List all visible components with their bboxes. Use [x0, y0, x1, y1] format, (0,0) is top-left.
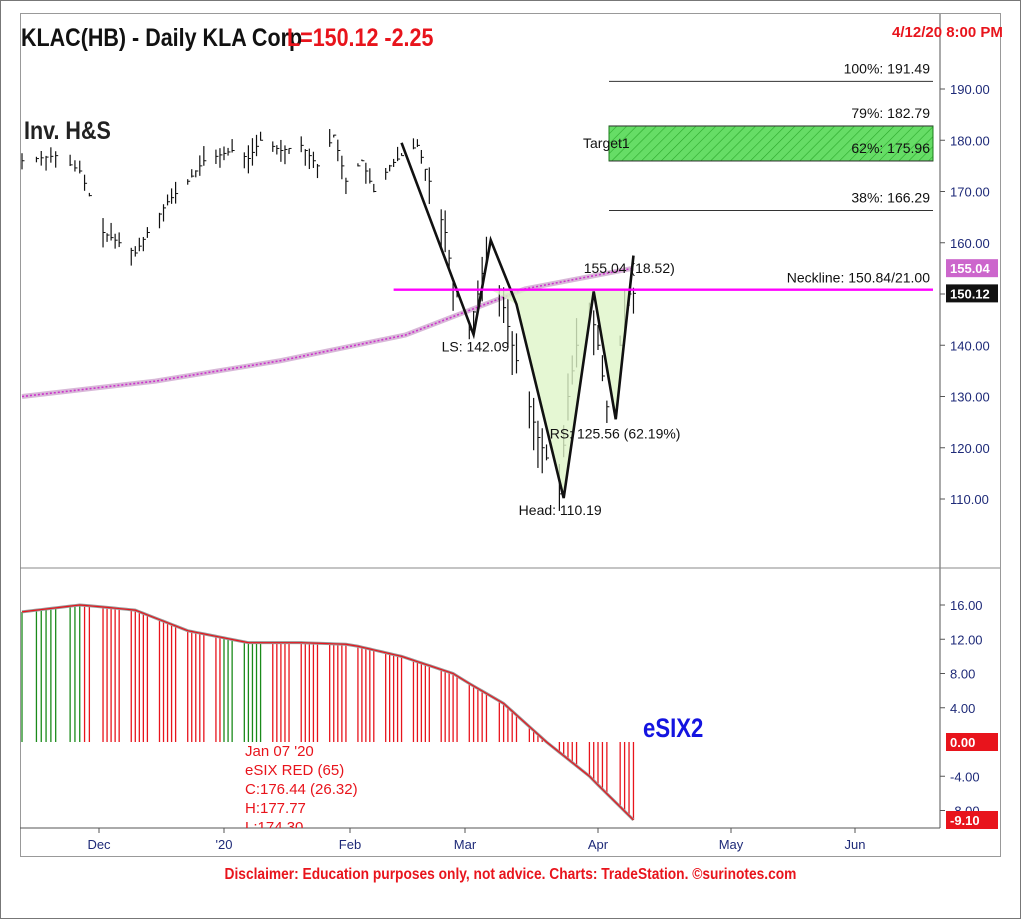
y-tick-label: 190.00: [950, 82, 990, 97]
neckline-label: Neckline: 150.84/21.00: [787, 270, 930, 286]
y-tick-label: 170.00: [950, 185, 990, 200]
histogram-line: [21, 604, 634, 821]
ma-price-tag: 155.04: [950, 261, 991, 276]
last-price-change: L=150.12 -2.25: [287, 24, 434, 52]
x-tick-label: Dec: [87, 837, 111, 852]
y-tick-label: 160.00: [950, 236, 990, 251]
x-tick-label: Apr: [588, 837, 609, 852]
fib-label: 38%: 166.29: [851, 190, 930, 206]
tooltip-line: Jan 07 '20: [245, 743, 314, 760]
pattern-line: [400, 142, 635, 499]
y-tick-label: 130.00: [950, 390, 990, 405]
pattern-fill: [490, 289, 630, 499]
last-price-tag-bg: [946, 284, 998, 303]
target-zone: [608, 125, 934, 162]
indicator-last-tag: -9.10: [950, 813, 980, 828]
y-tick-label: 180.00: [950, 133, 990, 148]
moving-average-line: [21, 267, 634, 398]
last-price-tag: 150.12: [950, 286, 990, 301]
head-label: Head: 110.19: [519, 502, 602, 518]
target-label: Target1: [583, 135, 630, 151]
x-tick-label: May: [719, 837, 744, 852]
indicator-tick-label: -4.00: [950, 769, 980, 784]
tooltip-line: H:177.77: [245, 800, 306, 817]
fib-label: 100%: 191.49: [844, 60, 931, 76]
zero-tag: 0.00: [950, 735, 975, 750]
ls-label: LS: 142.09: [442, 339, 510, 355]
data-tooltip: Jan 07 '20 eSIX RED (65) C:176.44 (26.32…: [245, 742, 358, 828]
disclaimer-text: Disclaimer: Education purposes only, not…: [224, 866, 797, 883]
zero-tag-bg: [946, 733, 998, 751]
indicator-tick-label: 8.00: [950, 667, 975, 682]
x-tick-label: '20: [216, 837, 233, 852]
indicator-name: eSIX2: [643, 713, 704, 743]
chart-datetime: 4/12/20 8:00 PM: [892, 24, 1003, 41]
x-tick-label: Jun: [845, 837, 866, 852]
x-tick-label: Feb: [339, 837, 361, 852]
indicator-tick-label: 12.00: [950, 632, 983, 647]
rs-label: RS: 125.56 (62.19%): [550, 425, 681, 441]
fib-label: 79%: 182.79: [851, 105, 930, 121]
pattern-label: Inv. H&S: [24, 117, 111, 145]
y-tick-label: 140.00: [950, 338, 990, 353]
indicator-tick-label: 16.00: [950, 598, 983, 613]
y-tick-label: 120.00: [950, 441, 990, 456]
chart-title: KLAC(HB) - Daily KLA Corp: [21, 24, 303, 52]
tooltip-line: eSIX RED (65): [245, 762, 345, 779]
tooltip-line: L:174.30: [245, 819, 304, 828]
disclaimer: Disclaimer: Education purposes only, not…: [0, 866, 1021, 884]
indicator-tick-label: 4.00: [950, 701, 975, 716]
ma-value-label: 155.04 (18.52): [584, 260, 675, 276]
x-tick-label: Mar: [454, 837, 477, 852]
y-tick-label: 110.00: [950, 492, 989, 507]
ma-price-tag-bg: [946, 259, 998, 278]
fib-label: 62%: 175.96: [851, 140, 930, 156]
tooltip-line: C:176.44 (26.32): [245, 781, 358, 798]
indicator-last-tag-bg: [946, 811, 998, 829]
